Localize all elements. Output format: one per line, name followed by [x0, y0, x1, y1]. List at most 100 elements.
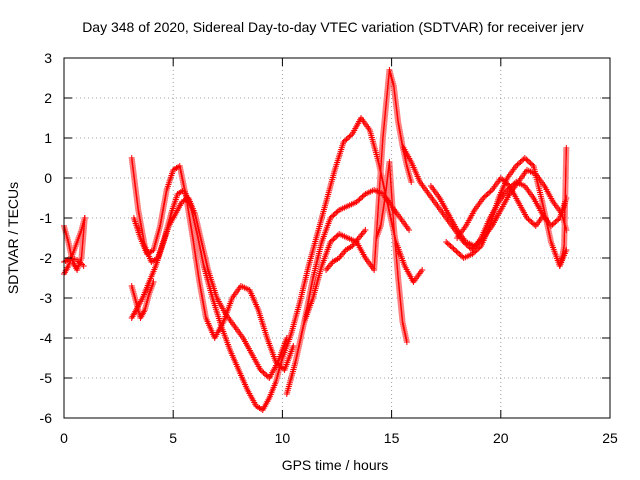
data-point: [261, 371, 268, 377]
data-point: [403, 339, 410, 345]
data-point: [347, 132, 354, 139]
data-point: [517, 159, 524, 165]
data-point: [362, 227, 369, 233]
data-point: [555, 216, 562, 223]
y-axis-label: SDTVAR / TECUs: [5, 182, 21, 294]
data-point: [408, 179, 415, 185]
data-point: [454, 249, 461, 256]
data-point: [257, 367, 264, 373]
data-point: [528, 219, 535, 225]
data-point: [500, 177, 507, 184]
data-point: [526, 159, 533, 165]
data-point: [419, 267, 426, 273]
y-axis-ticks: -6 -5 -4 -3 -2 -1 0 1 2 3: [40, 50, 610, 426]
y-tick-label: -4: [40, 330, 53, 346]
data-point: [450, 245, 457, 252]
data-point: [470, 249, 477, 256]
data-point: [453, 248, 460, 255]
data-point: [80, 263, 87, 269]
data-point: [446, 241, 453, 248]
data-point: [552, 219, 559, 225]
data-point: [524, 157, 531, 164]
data-point: [150, 279, 157, 285]
data-point: [327, 215, 334, 221]
data-point: [563, 145, 570, 151]
data-point: [330, 236, 337, 243]
data-point: [475, 245, 482, 252]
data-point: [503, 180, 510, 187]
data-point: [518, 157, 525, 164]
data-point: [529, 220, 536, 227]
y-tick-label: 0: [44, 170, 52, 186]
data-point: [444, 240, 451, 247]
x-tick-label: 20: [493, 430, 509, 446]
plot-frame: [63, 57, 611, 419]
data-point: [328, 237, 335, 244]
data-point: [473, 241, 480, 248]
y-tick-label: -3: [40, 290, 53, 306]
data-point: [333, 233, 340, 240]
x-axis-ticks: 0 5 10 15 20 25: [60, 58, 618, 446]
data-point: [524, 215, 531, 221]
data-point: [541, 211, 548, 217]
data-point: [353, 199, 360, 205]
data-point: [514, 161, 521, 168]
data-point: [447, 243, 454, 249]
data-point: [260, 369, 267, 376]
data-point: [342, 137, 349, 144]
data-point: [474, 240, 481, 247]
data-point: [360, 192, 367, 199]
data-point: [457, 252, 464, 259]
data-point: [344, 135, 351, 141]
y-tick-label: -5: [40, 370, 53, 386]
data-point: [481, 193, 488, 200]
data-point: [516, 160, 522, 167]
y-tick-label: -1: [40, 210, 53, 226]
data-points: [61, 67, 570, 413]
data-point: [272, 359, 279, 365]
data-point: [549, 221, 556, 228]
data-point: [513, 163, 520, 169]
data-point: [451, 247, 458, 253]
data-point: [331, 235, 338, 241]
data-point: [359, 193, 366, 200]
data-point: [355, 197, 362, 204]
data-point: [502, 179, 509, 185]
x-tick-label: 0: [60, 430, 68, 446]
x-tick-label: 10: [275, 430, 291, 446]
data-point: [473, 247, 480, 253]
data-point: [327, 239, 334, 245]
y-tick-label: 1: [44, 130, 52, 146]
y-tick-label: -2: [40, 250, 53, 266]
data-point: [469, 251, 476, 257]
data-point: [527, 160, 534, 167]
data-point: [328, 213, 335, 220]
data-point: [505, 181, 512, 188]
data-point: [523, 156, 530, 163]
y-tick-label: -6: [40, 410, 53, 426]
data-point: [525, 216, 532, 223]
x-axis-label: GPS time / hours: [282, 457, 389, 473]
data-point: [263, 372, 270, 379]
y-tick-label: 3: [44, 50, 52, 66]
data-point: [259, 368, 266, 375]
data-point: [529, 161, 536, 168]
data-point: [497, 175, 504, 181]
data-point: [356, 196, 363, 203]
data-point: [484, 191, 491, 197]
data-point: [275, 361, 282, 368]
data-point: [343, 136, 350, 143]
data-point: [340, 139, 347, 145]
data-point: [483, 192, 490, 199]
data-point: [443, 239, 450, 245]
x-tick-label: 15: [384, 430, 400, 446]
data-point: [333, 209, 340, 216]
data-point: [476, 244, 483, 251]
data-point: [550, 220, 557, 227]
x-tick-label: 5: [169, 430, 177, 446]
data-point: [277, 363, 284, 369]
data-point: [526, 217, 533, 224]
data-point: [290, 343, 297, 349]
y-tick-label: 2: [44, 90, 52, 106]
